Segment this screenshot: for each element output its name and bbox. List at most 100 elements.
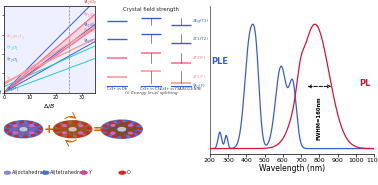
Text: Cr3+ in Y3Al5O12(NIR): Cr3+ in Y3Al5O12(NIR) <box>160 87 201 91</box>
Wedge shape <box>56 125 73 129</box>
Text: $^2A_1/G_0$: $^2A_1/G_0$ <box>83 20 97 30</box>
Circle shape <box>112 136 116 137</box>
Circle shape <box>78 126 87 130</box>
Circle shape <box>9 129 18 132</box>
Circle shape <box>102 129 105 131</box>
Circle shape <box>69 123 77 127</box>
Text: Al(octahedral): Al(octahedral) <box>12 170 46 175</box>
Circle shape <box>62 132 66 134</box>
Circle shape <box>69 128 76 131</box>
Circle shape <box>8 133 11 134</box>
Text: =: = <box>93 123 104 136</box>
Circle shape <box>30 132 34 134</box>
Wedge shape <box>67 129 73 137</box>
Wedge shape <box>105 129 122 135</box>
Circle shape <box>13 125 17 127</box>
Text: $^4T_1/G_0$: $^4T_1/G_0$ <box>83 10 97 20</box>
Text: +: + <box>44 123 54 136</box>
Circle shape <box>26 130 35 134</box>
Circle shape <box>129 125 133 126</box>
Circle shape <box>54 129 57 131</box>
Text: $^4A_2/G_0$: $^4A_2/G_0$ <box>83 0 97 7</box>
Circle shape <box>129 132 133 134</box>
Circle shape <box>79 132 83 134</box>
Circle shape <box>138 128 141 129</box>
Circle shape <box>6 125 9 127</box>
Wedge shape <box>6 125 23 129</box>
Text: PLE: PLE <box>211 57 228 66</box>
Wedge shape <box>108 122 122 129</box>
Text: PL: PL <box>359 79 371 88</box>
Circle shape <box>135 124 138 125</box>
Circle shape <box>128 121 131 123</box>
Circle shape <box>84 124 87 125</box>
Circle shape <box>111 132 115 134</box>
Circle shape <box>4 121 43 138</box>
Circle shape <box>115 132 124 136</box>
Circle shape <box>88 128 91 129</box>
Wedge shape <box>122 121 131 129</box>
Circle shape <box>4 171 11 174</box>
Wedge shape <box>6 129 23 131</box>
Circle shape <box>85 132 89 134</box>
Circle shape <box>101 120 143 138</box>
Circle shape <box>79 125 83 127</box>
Wedge shape <box>112 129 122 137</box>
Text: 2Eg(T2): 2Eg(T2) <box>192 19 209 23</box>
Circle shape <box>62 125 66 127</box>
Circle shape <box>15 135 18 137</box>
Wedge shape <box>73 127 90 129</box>
Wedge shape <box>103 129 122 131</box>
Circle shape <box>53 121 92 138</box>
Wedge shape <box>23 127 41 129</box>
Circle shape <box>20 128 27 131</box>
Circle shape <box>110 124 119 128</box>
X-axis label: Wavelength (nm): Wavelength (nm) <box>259 164 325 173</box>
Wedge shape <box>23 122 32 129</box>
Wedge shape <box>122 127 141 129</box>
Circle shape <box>59 126 67 130</box>
Wedge shape <box>73 129 90 134</box>
Text: $^4T_1(P)/T_2$: $^4T_1(P)/T_2$ <box>6 32 25 42</box>
Text: O: O <box>127 170 130 175</box>
Wedge shape <box>19 121 23 129</box>
Text: $^4A_2/T_2$: $^4A_2/T_2$ <box>83 36 96 46</box>
Circle shape <box>58 134 61 135</box>
Circle shape <box>39 128 42 129</box>
Wedge shape <box>8 129 23 135</box>
Circle shape <box>12 122 15 124</box>
Wedge shape <box>23 124 39 129</box>
Circle shape <box>104 125 107 127</box>
Text: Cr3+ in Oh: Cr3+ in Oh <box>107 87 127 91</box>
Circle shape <box>81 171 87 174</box>
Circle shape <box>127 126 136 130</box>
Text: Crystal field strength: Crystal field strength <box>123 7 179 12</box>
Circle shape <box>119 171 125 174</box>
Text: $^4T_2/T_1$: $^4T_2/T_1$ <box>6 55 20 65</box>
Wedge shape <box>55 129 73 132</box>
Circle shape <box>64 122 68 123</box>
Text: Cr3+ in C3v: Cr3+ in C3v <box>140 87 162 91</box>
Wedge shape <box>62 122 73 129</box>
Text: $^4A_2/T_1$: $^4A_2/T_1$ <box>6 84 20 94</box>
Wedge shape <box>23 129 28 137</box>
Circle shape <box>75 121 78 123</box>
Circle shape <box>32 135 35 136</box>
Text: 4T2(F): 4T2(F) <box>192 56 206 60</box>
Circle shape <box>17 132 25 135</box>
Circle shape <box>23 136 26 137</box>
Circle shape <box>110 122 113 123</box>
Wedge shape <box>122 129 135 137</box>
Circle shape <box>130 135 134 137</box>
Text: Al(tetrahedral): Al(tetrahedral) <box>50 170 86 175</box>
Wedge shape <box>122 129 140 133</box>
Text: (i) Energy level splitting: (i) Energy level splitting <box>125 91 178 95</box>
Text: $^4T_2/G_0$: $^4T_2/G_0$ <box>83 27 97 36</box>
Text: $^2T_2/T_1$: $^2T_2/T_1$ <box>6 43 20 53</box>
Wedge shape <box>11 122 23 129</box>
Circle shape <box>67 136 70 137</box>
Circle shape <box>56 125 60 126</box>
Text: FWHM=160nm: FWHM=160nm <box>317 96 322 140</box>
X-axis label: $\Delta/B$: $\Delta/B$ <box>43 102 55 110</box>
Circle shape <box>29 122 32 123</box>
